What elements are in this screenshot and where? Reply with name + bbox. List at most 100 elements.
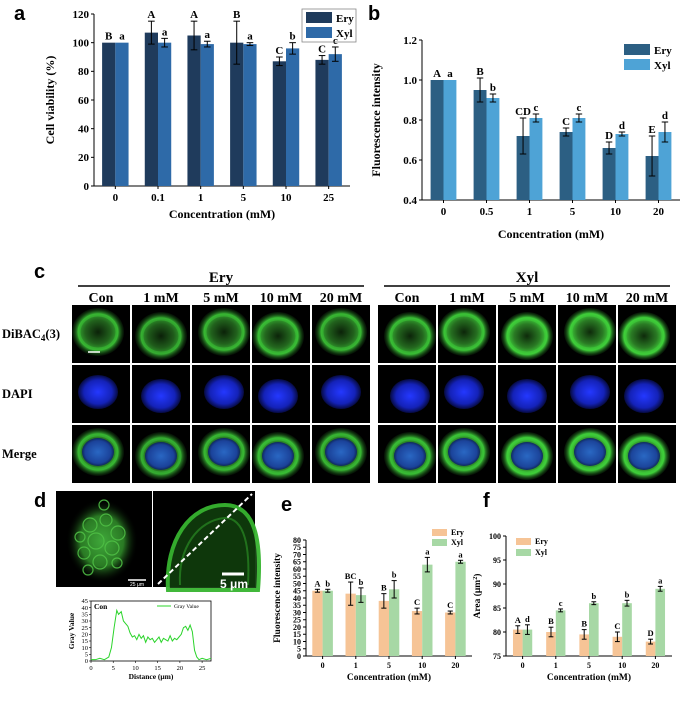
- bar-xyl: [529, 118, 543, 200]
- legend-swatch-ery: [516, 538, 531, 545]
- cell-outline: [506, 317, 548, 355]
- bar-ery: [546, 632, 556, 656]
- bar-xyl: [328, 54, 342, 187]
- row-label: DiBAC4(3): [2, 327, 60, 343]
- y-tick-label: 15: [293, 630, 301, 639]
- significance-letter: b: [325, 578, 330, 588]
- micrograph-grid: Ery Con 1 mM 5 mM 10 mM 20 mM Xyl Con 1 mM 5 mM 10…: [2, 270, 676, 483]
- cell-membrane-stain: [198, 308, 250, 356]
- y-tick-label: 80: [293, 536, 301, 545]
- cell-membrane-stain: [72, 308, 124, 356]
- legend-label-ery: Ery: [654, 45, 672, 57]
- bar-xyl: [286, 48, 300, 187]
- legend-label-xyl: Xyl: [451, 538, 464, 547]
- nucleus: [444, 375, 484, 409]
- significance-letter: c: [559, 598, 563, 608]
- cell-outline: [623, 317, 665, 355]
- bar-ery: [411, 611, 423, 656]
- bar-ery: [430, 80, 444, 200]
- x-tick-label: 25: [199, 665, 206, 672]
- x-tick-label: 10: [132, 665, 139, 672]
- bar-ery: [445, 612, 456, 656]
- y-axis-label: Fluorescence intensity: [273, 553, 283, 643]
- cell-outline: [506, 437, 548, 475]
- cell-membrane-stain: [438, 308, 490, 356]
- x-tick-label: 10: [418, 661, 426, 670]
- legend-swatch-xyl: [432, 539, 447, 546]
- cell-outline: [77, 433, 119, 471]
- significance-letter: b: [490, 82, 496, 94]
- y-tick-label: 80: [78, 66, 90, 78]
- bar-xyl: [555, 610, 566, 656]
- x-tick-label: 0: [89, 665, 92, 672]
- significance-letter: a: [205, 29, 211, 41]
- y-tick-label: 45: [82, 598, 89, 605]
- y-tick-label: 85: [493, 604, 501, 613]
- plot-frame: [90, 600, 212, 662]
- significance-letter: a: [119, 31, 125, 43]
- x-tick-label: 0.1: [151, 192, 165, 204]
- bar-xyl: [158, 42, 172, 186]
- x-tick-label: 5: [587, 661, 591, 670]
- y-axis-label: Cell viability (%): [43, 56, 57, 145]
- bar-xyl: [522, 629, 533, 656]
- significance-letter: c: [577, 102, 582, 114]
- cell-outline: [140, 317, 182, 355]
- y-tick-label: 10: [293, 637, 301, 646]
- merged-nucleus: [145, 442, 177, 470]
- x-tick-label: 10: [618, 661, 626, 670]
- cell-outline: [257, 317, 299, 355]
- cell-outline: [623, 437, 665, 475]
- zoom-cell: [165, 502, 262, 592]
- column-label: 10 mM: [566, 291, 608, 306]
- legend-label-ery: Ery: [336, 13, 354, 25]
- cell-membrane-stain: [252, 312, 304, 360]
- merged-nucleus: [628, 442, 660, 470]
- nucleus: [624, 379, 664, 413]
- y-tick-label: 60: [293, 565, 301, 574]
- nucleus: [258, 379, 298, 413]
- bar-xyl: [615, 134, 629, 200]
- significance-letter: B: [476, 66, 484, 78]
- significance-letter: CD: [515, 106, 531, 118]
- bar-ery: [187, 35, 201, 186]
- cell-outline: [140, 437, 182, 475]
- x-tick-label: 20: [653, 206, 665, 218]
- bar-xyl: [655, 588, 666, 656]
- significance-letter: A: [515, 615, 522, 625]
- legend-swatch-xyl: [516, 549, 531, 556]
- bar-xyl: [422, 564, 433, 656]
- nucleus: [507, 379, 547, 413]
- significance-letter: B: [105, 31, 113, 43]
- significance-letter: C: [447, 600, 453, 610]
- panel-letter-d: d: [34, 490, 46, 512]
- y-tick-label: 75: [493, 652, 501, 661]
- merged-nucleus: [208, 438, 240, 466]
- cell-outline: [389, 317, 431, 355]
- gray-value-line: [91, 608, 212, 661]
- significance-letter: B: [581, 619, 587, 629]
- cell-outline: [320, 313, 362, 351]
- significance-letter: E: [648, 124, 655, 136]
- significance-letter: b: [290, 31, 296, 43]
- column-label: Con: [89, 291, 114, 306]
- significance-letter: A: [190, 9, 198, 21]
- y-tick-label: 0.8: [403, 115, 417, 127]
- x-tick-label: 15: [154, 665, 161, 672]
- y-tick-label: 90: [493, 580, 501, 589]
- panel-d-images: 25 μm 5 μm: [56, 491, 262, 592]
- row-label: Merge: [2, 447, 37, 461]
- y-tick-label: 20: [293, 623, 301, 632]
- cell-outline: [203, 313, 245, 351]
- significance-letter: B: [233, 9, 241, 21]
- y-tick-label: 40: [78, 124, 90, 136]
- x-tick-label: 5: [112, 665, 115, 672]
- y-tick-label: 35: [293, 601, 301, 610]
- x-tick-label: 5: [570, 206, 576, 218]
- x-axis-label: Distance (μm): [129, 672, 174, 681]
- significance-letter: A: [433, 68, 441, 80]
- column-label: 10 mM: [260, 291, 302, 306]
- legend-swatch-xyl: [306, 27, 332, 38]
